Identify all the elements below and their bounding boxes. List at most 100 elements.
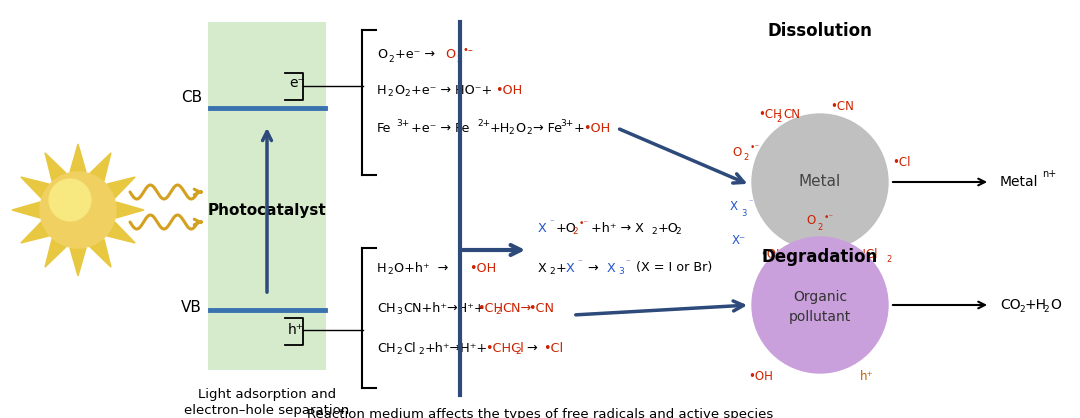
- Text: →: →: [523, 342, 542, 354]
- Text: •CH: •CH: [477, 301, 503, 314]
- Polygon shape: [45, 239, 66, 267]
- Text: Metal: Metal: [1000, 175, 1039, 189]
- Text: 3+: 3+: [396, 118, 409, 127]
- Text: 2: 2: [404, 89, 409, 99]
- Text: +: +: [556, 262, 567, 275]
- Text: 2: 2: [526, 127, 531, 137]
- Polygon shape: [107, 177, 135, 198]
- Text: ⁻: ⁻: [748, 197, 753, 206]
- Text: electron–hole separation: electron–hole separation: [185, 404, 350, 417]
- Text: Light adsorption and: Light adsorption and: [198, 388, 336, 401]
- Text: e⁻: e⁻: [289, 76, 305, 90]
- Circle shape: [752, 237, 888, 373]
- Text: •CHCl: •CHCl: [842, 247, 877, 260]
- Text: CN: CN: [783, 107, 800, 120]
- Text: H: H: [377, 262, 387, 275]
- Text: +O: +O: [658, 222, 679, 234]
- Polygon shape: [70, 248, 86, 276]
- Text: 2: 2: [743, 153, 748, 163]
- Text: 2: 2: [508, 127, 514, 137]
- Text: H: H: [377, 84, 387, 97]
- Text: 2: 2: [387, 89, 393, 99]
- Text: → Fe: → Fe: [534, 122, 562, 135]
- Text: 2: 2: [675, 227, 680, 237]
- Text: •CN: •CN: [831, 100, 854, 114]
- Polygon shape: [12, 202, 40, 218]
- Polygon shape: [70, 144, 86, 172]
- Circle shape: [752, 114, 888, 250]
- Text: O: O: [806, 214, 815, 227]
- Text: X: X: [730, 201, 738, 214]
- Text: h⁺: h⁺: [288, 323, 303, 337]
- Text: n+: n+: [1042, 169, 1056, 179]
- Text: 2: 2: [549, 268, 555, 276]
- Text: +h⁺→H⁺+: +h⁺→H⁺+: [426, 342, 488, 354]
- Text: 2: 2: [456, 54, 461, 64]
- Text: 2+: 2+: [477, 118, 490, 127]
- Text: 3: 3: [741, 209, 746, 217]
- Text: •⁻: •⁻: [579, 219, 589, 227]
- Text: •OH: •OH: [760, 247, 785, 260]
- Text: VB: VB: [181, 301, 202, 316]
- Text: Organic: Organic: [793, 290, 847, 304]
- Text: •Cl: •Cl: [892, 155, 910, 168]
- Text: +O: +O: [556, 222, 577, 234]
- Text: 2: 2: [418, 347, 423, 357]
- Text: CH: CH: [377, 342, 395, 354]
- Text: Reaction medium affects the types of free radicals and active species: Reaction medium affects the types of fre…: [307, 408, 773, 418]
- Text: X: X: [566, 262, 575, 275]
- Text: pollutant: pollutant: [788, 310, 851, 324]
- Text: 3: 3: [618, 268, 624, 276]
- Text: 2: 2: [495, 308, 501, 316]
- Text: CO: CO: [1000, 298, 1021, 312]
- Polygon shape: [45, 153, 66, 181]
- Text: O: O: [515, 122, 525, 135]
- FancyBboxPatch shape: [208, 22, 326, 370]
- Text: Degradation: Degradation: [761, 248, 878, 266]
- Text: Dissolution: Dissolution: [768, 22, 873, 40]
- Text: 2: 2: [777, 115, 781, 125]
- Text: O: O: [732, 145, 741, 158]
- Text: CN→: CN→: [502, 301, 531, 314]
- Text: CH: CH: [377, 301, 395, 314]
- Text: 2: 2: [816, 222, 822, 232]
- Text: Cl: Cl: [403, 342, 416, 354]
- Text: +e⁻ →: +e⁻ →: [395, 48, 438, 61]
- Text: 2: 2: [1020, 306, 1025, 314]
- Text: •⁻: •⁻: [750, 143, 760, 151]
- Polygon shape: [21, 222, 49, 243]
- Text: h⁺: h⁺: [860, 370, 874, 383]
- Text: •–: •–: [463, 45, 474, 55]
- Text: •OH: •OH: [495, 84, 523, 97]
- Text: +e⁻ → Fe: +e⁻ → Fe: [411, 122, 470, 135]
- Text: Metal: Metal: [799, 174, 841, 189]
- Text: O: O: [445, 48, 455, 61]
- Text: ⁻: ⁻: [549, 219, 554, 227]
- Text: +H: +H: [490, 122, 511, 135]
- Text: +e⁻ → HO⁻+: +e⁻ → HO⁻+: [411, 84, 492, 97]
- Text: O+h⁺  →: O+h⁺ →: [394, 262, 453, 275]
- Text: •OH: •OH: [583, 122, 610, 135]
- Text: O: O: [377, 48, 387, 61]
- Text: +H: +H: [1025, 298, 1047, 312]
- Polygon shape: [90, 239, 111, 267]
- Polygon shape: [21, 177, 49, 198]
- Text: 2: 2: [388, 54, 393, 64]
- Text: →: →: [584, 262, 603, 275]
- Text: 2: 2: [651, 227, 657, 237]
- Text: Fe: Fe: [377, 122, 391, 135]
- Text: 3+: 3+: [561, 118, 573, 127]
- Text: •CN: •CN: [528, 301, 554, 314]
- Polygon shape: [90, 153, 111, 181]
- Text: 2: 2: [515, 347, 521, 357]
- Text: CN+h⁺→H⁺+: CN+h⁺→H⁺+: [403, 301, 485, 314]
- Text: (X = I or Br): (X = I or Br): [632, 262, 712, 275]
- Text: ⁻: ⁻: [625, 258, 630, 268]
- Text: O: O: [394, 84, 404, 97]
- Circle shape: [49, 179, 91, 221]
- Polygon shape: [116, 202, 144, 218]
- Text: +h⁺ → X: +h⁺ → X: [591, 222, 644, 234]
- Text: 3: 3: [396, 308, 402, 316]
- Text: X: X: [538, 262, 546, 275]
- Text: 2: 2: [886, 255, 891, 265]
